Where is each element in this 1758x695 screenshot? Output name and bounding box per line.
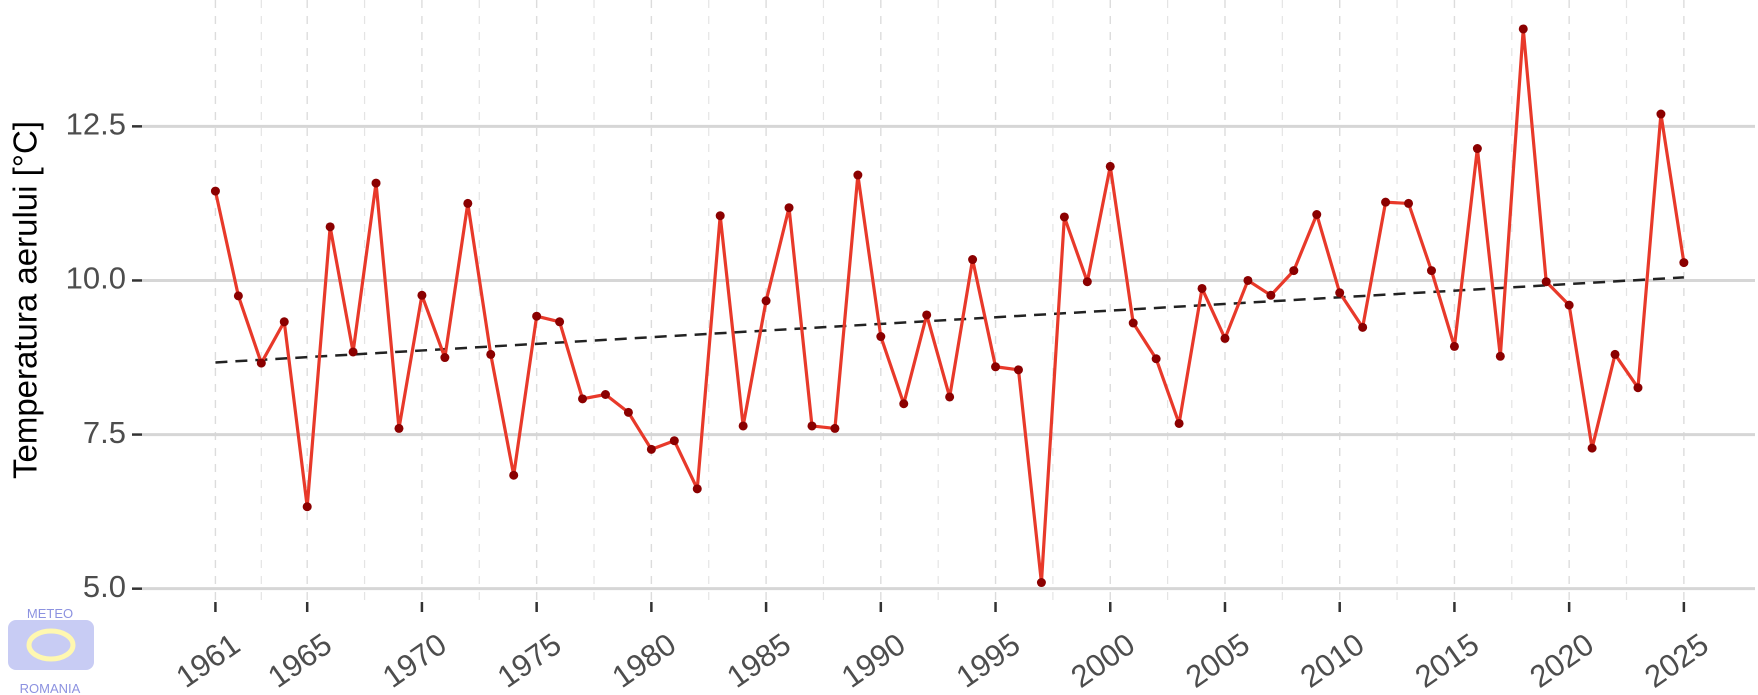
data-point xyxy=(1518,24,1528,34)
trend-line xyxy=(215,276,1684,364)
x-tick-label: 1985 xyxy=(720,626,797,694)
x-tick-label: 1965 xyxy=(261,626,338,694)
data-point xyxy=(1151,354,1161,364)
data-point xyxy=(1082,277,1092,287)
data-point xyxy=(578,394,588,404)
x-tick-label: 2020 xyxy=(1523,626,1600,694)
data-point xyxy=(210,186,220,196)
data-point xyxy=(899,399,909,409)
data-point xyxy=(1289,266,1299,276)
data-point xyxy=(532,311,542,321)
data-point xyxy=(1243,275,1253,285)
data-point xyxy=(1610,349,1620,359)
data-point xyxy=(853,170,863,180)
logo: METEO ROMANIA xyxy=(8,606,94,695)
series-line xyxy=(213,27,1686,585)
data-point xyxy=(692,484,702,494)
data-point xyxy=(1426,266,1436,276)
y-tick-label: 10.0 xyxy=(66,261,126,296)
data-point xyxy=(1679,258,1689,268)
data-point xyxy=(646,444,656,454)
y-tick-label: 12.5 xyxy=(66,107,126,142)
data-point xyxy=(256,358,266,368)
data-point xyxy=(233,291,243,301)
data-point xyxy=(968,255,978,265)
data-point xyxy=(945,392,955,402)
data-point xyxy=(348,347,358,357)
data-point xyxy=(1312,210,1322,220)
data-point xyxy=(302,502,312,512)
data-point xyxy=(1335,288,1345,298)
data-point xyxy=(1036,578,1046,588)
data-point xyxy=(830,423,840,433)
x-tick-label: 1961 xyxy=(170,626,247,694)
data-point xyxy=(1197,283,1207,293)
y-axis-title: Temperatura aerului [°C] xyxy=(7,121,44,479)
data-point xyxy=(486,349,496,359)
x-tick-label: 1970 xyxy=(376,626,453,694)
data-point xyxy=(1587,443,1597,453)
data-point xyxy=(1472,144,1482,154)
data-point xyxy=(1564,300,1574,310)
logo-text: ROMANIA xyxy=(20,681,81,695)
data-point xyxy=(1633,383,1643,393)
data-point xyxy=(1220,333,1230,343)
y-tick-label: 5.0 xyxy=(83,569,126,604)
data-point xyxy=(1105,161,1115,171)
data-point xyxy=(715,211,725,221)
x-tick-label: 1995 xyxy=(950,626,1027,694)
x-tick-label: 2005 xyxy=(1179,626,1256,694)
x-tick-label: 2015 xyxy=(1409,626,1486,694)
x-tick-label: 1980 xyxy=(606,626,683,694)
data-point xyxy=(1128,318,1138,328)
data-point xyxy=(1656,109,1666,119)
data-point xyxy=(922,310,932,320)
data-point xyxy=(371,178,381,188)
data-point xyxy=(1381,197,1391,207)
data-point xyxy=(738,421,748,431)
data-point xyxy=(440,353,450,363)
data-point xyxy=(1358,322,1368,332)
data-point xyxy=(325,222,335,232)
y-tick-label: 7.5 xyxy=(83,415,126,450)
data-point xyxy=(509,470,519,480)
data-point xyxy=(1266,290,1276,300)
data-point xyxy=(555,317,565,327)
data-point xyxy=(876,332,886,342)
data-point xyxy=(1495,351,1505,361)
data-point xyxy=(463,198,473,208)
data-point xyxy=(600,390,610,400)
logo-ring xyxy=(26,628,76,662)
data-point xyxy=(279,317,289,327)
data-point xyxy=(807,421,817,431)
data-point xyxy=(417,290,427,300)
data-point xyxy=(1013,365,1023,375)
data-point xyxy=(1449,341,1459,351)
x-tick-label: 2010 xyxy=(1294,626,1371,694)
data-point xyxy=(623,407,633,417)
data-point xyxy=(991,362,1001,372)
data-point xyxy=(394,423,404,433)
x-tick-label: 1990 xyxy=(835,626,912,694)
data-point xyxy=(761,296,771,306)
logo-text: METEO xyxy=(27,606,73,621)
data-point xyxy=(784,203,794,213)
data-point xyxy=(1059,212,1069,222)
x-tick-label: 2000 xyxy=(1065,626,1142,694)
x-tick-label: 1975 xyxy=(491,626,568,694)
data-point xyxy=(1541,277,1551,287)
logo-box xyxy=(8,620,94,670)
x-tick-label: 2025 xyxy=(1638,626,1715,694)
data-point xyxy=(1174,418,1184,428)
data-point xyxy=(1404,198,1414,208)
data-point xyxy=(669,436,679,446)
